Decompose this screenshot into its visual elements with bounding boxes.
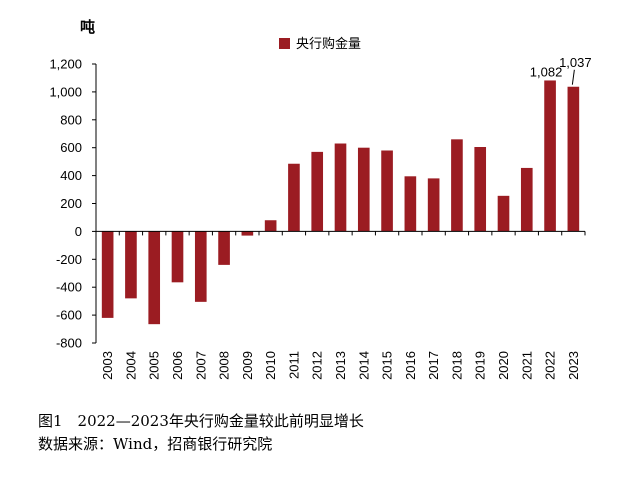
x-tick-label-2010: 2010 bbox=[263, 351, 278, 380]
bar-2011 bbox=[288, 163, 300, 232]
bar-2008 bbox=[218, 231, 230, 265]
bar-2017 bbox=[427, 178, 440, 232]
bar-2020 bbox=[497, 195, 510, 232]
bar-2007 bbox=[194, 231, 207, 302]
y-tick-label: -400 bbox=[56, 280, 82, 295]
x-tick-label-2013: 2013 bbox=[333, 351, 348, 380]
legend-swatch bbox=[279, 38, 290, 49]
y-tick-label: 600 bbox=[60, 140, 82, 155]
x-tick-label-2015: 2015 bbox=[380, 351, 395, 380]
bar-2013 bbox=[334, 143, 347, 232]
x-tick-label-2009: 2009 bbox=[240, 351, 255, 380]
x-tick-label-2005: 2005 bbox=[147, 351, 162, 380]
bar-2022 bbox=[544, 80, 556, 232]
y-tick-label: -600 bbox=[56, 308, 82, 323]
bar-2010 bbox=[264, 220, 277, 232]
x-tick-label-2004: 2004 bbox=[123, 351, 138, 380]
x-tick-label-2014: 2014 bbox=[356, 351, 371, 380]
data-label-2023: 1,037 bbox=[559, 55, 592, 70]
bar-2019 bbox=[474, 147, 487, 232]
bar-2018 bbox=[451, 139, 463, 232]
y-tick-label: -800 bbox=[56, 336, 82, 351]
source-note: 数据来源：Wind，招商银行研究院 bbox=[38, 435, 273, 453]
y-axis: 1,200 1,000 800 600 400 200 0 -200 -400 -600 -800 bbox=[49, 57, 97, 351]
y-tick-label: 1,000 bbox=[49, 84, 82, 99]
y-axis-unit-label: 吨 bbox=[80, 18, 95, 36]
x-tick-label-2003: 2003 bbox=[100, 351, 115, 380]
x-tick-label-2021: 2021 bbox=[519, 351, 534, 380]
bar-2006 bbox=[171, 231, 184, 283]
bar-2005 bbox=[148, 231, 161, 325]
y-tick-label: 1,200 bbox=[49, 57, 82, 72]
x-tick-label-2008: 2008 bbox=[217, 351, 232, 380]
x-tick-label-2019: 2019 bbox=[473, 351, 488, 380]
bar-2023 bbox=[567, 86, 580, 232]
bar-2004 bbox=[125, 231, 137, 299]
x-tick-label-2017: 2017 bbox=[426, 351, 441, 380]
x-tick-label-2020: 2020 bbox=[496, 351, 511, 380]
bar-2015 bbox=[381, 150, 393, 232]
leader-line-2023 bbox=[571, 69, 575, 85]
y-tick-label: 0 bbox=[75, 224, 82, 239]
y-tick-label: 800 bbox=[60, 112, 82, 127]
x-tick-label-2022: 2022 bbox=[543, 351, 558, 380]
bar-2012 bbox=[311, 151, 324, 232]
y-tick-label: 400 bbox=[60, 168, 82, 183]
bars bbox=[101, 80, 580, 325]
y-tick-label: 200 bbox=[60, 196, 82, 211]
legend-label: 央行购金量 bbox=[296, 36, 361, 52]
bar-2014 bbox=[357, 147, 370, 232]
x-tick-label-2011: 2011 bbox=[286, 351, 301, 379]
x-tick-label-2023: 2023 bbox=[566, 351, 581, 380]
x-axis: 2003 2004 2005 2006 2007 2008 2009 2010 2011 2012… bbox=[95, 230, 586, 380]
x-tick-label-2006: 2006 bbox=[170, 351, 185, 380]
figure-caption: 图1 2022—2023年央行购金量较此前明显增长 bbox=[38, 412, 364, 430]
bar-2009 bbox=[241, 231, 254, 236]
bar-2021 bbox=[520, 167, 533, 232]
y-tick-label: -200 bbox=[56, 252, 82, 267]
bar-2003 bbox=[101, 231, 114, 318]
bar-2016 bbox=[404, 176, 417, 232]
data-label-2022: 1,082 bbox=[530, 64, 563, 79]
x-tick-label-2007: 2007 bbox=[193, 351, 208, 380]
x-tick-label-2016: 2016 bbox=[403, 351, 418, 380]
x-tick-label-2018: 2018 bbox=[449, 351, 464, 380]
x-tick-label-2012: 2012 bbox=[310, 351, 325, 380]
bar-chart: 吨 央行购金量 1,200 1,000 800 600 400 200 0 -200 -400 -… bbox=[49, 18, 592, 380]
